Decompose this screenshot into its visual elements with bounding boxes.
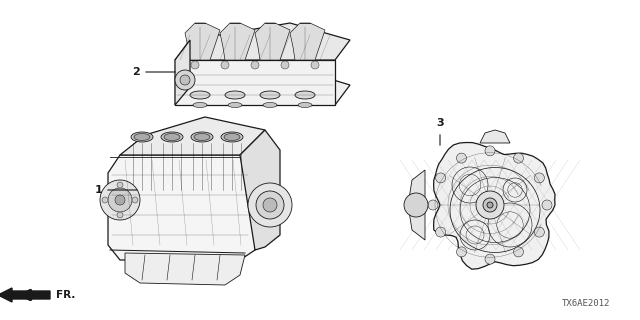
Circle shape <box>191 61 199 69</box>
Circle shape <box>251 61 259 69</box>
Circle shape <box>485 254 495 264</box>
Circle shape <box>175 70 195 90</box>
Circle shape <box>485 146 495 156</box>
Ellipse shape <box>228 102 242 108</box>
Circle shape <box>476 191 504 219</box>
Polygon shape <box>108 155 255 260</box>
Ellipse shape <box>295 91 315 99</box>
Circle shape <box>436 227 445 237</box>
Circle shape <box>115 195 125 205</box>
Polygon shape <box>290 23 325 60</box>
Circle shape <box>513 247 524 257</box>
Circle shape <box>542 200 552 210</box>
Ellipse shape <box>225 91 245 99</box>
Text: TX6AE2012: TX6AE2012 <box>562 299 610 308</box>
Polygon shape <box>255 23 290 60</box>
Circle shape <box>534 227 545 237</box>
Ellipse shape <box>190 91 210 99</box>
Circle shape <box>456 153 467 163</box>
Polygon shape <box>175 23 350 60</box>
Polygon shape <box>120 117 265 155</box>
Polygon shape <box>434 142 555 269</box>
Ellipse shape <box>263 102 277 108</box>
Polygon shape <box>185 23 220 60</box>
Ellipse shape <box>164 133 180 140</box>
Circle shape <box>132 197 138 203</box>
Circle shape <box>256 191 284 219</box>
Text: 1: 1 <box>94 185 102 195</box>
Ellipse shape <box>193 102 207 108</box>
Circle shape <box>117 212 123 218</box>
Ellipse shape <box>221 132 243 142</box>
Polygon shape <box>480 130 510 143</box>
Ellipse shape <box>298 102 312 108</box>
Polygon shape <box>175 67 350 105</box>
Circle shape <box>102 197 108 203</box>
Circle shape <box>281 61 289 69</box>
Circle shape <box>487 202 493 208</box>
Circle shape <box>428 200 438 210</box>
Polygon shape <box>408 170 425 240</box>
Text: 2: 2 <box>132 67 140 77</box>
Circle shape <box>534 173 545 183</box>
Circle shape <box>221 61 229 69</box>
Text: FR.: FR. <box>56 290 76 300</box>
Text: 3: 3 <box>436 118 444 128</box>
Circle shape <box>436 173 445 183</box>
Polygon shape <box>125 253 245 285</box>
Circle shape <box>263 198 277 212</box>
Ellipse shape <box>161 132 183 142</box>
Circle shape <box>513 153 524 163</box>
Ellipse shape <box>194 133 210 140</box>
Polygon shape <box>175 60 335 105</box>
Circle shape <box>311 61 319 69</box>
Circle shape <box>248 183 292 227</box>
Ellipse shape <box>131 132 153 142</box>
Ellipse shape <box>191 132 213 142</box>
Circle shape <box>456 247 467 257</box>
Circle shape <box>117 182 123 188</box>
Polygon shape <box>220 23 255 60</box>
Ellipse shape <box>224 133 240 140</box>
Ellipse shape <box>260 91 280 99</box>
Circle shape <box>180 75 190 85</box>
Polygon shape <box>240 130 280 250</box>
Circle shape <box>108 188 132 212</box>
Circle shape <box>100 180 140 220</box>
Ellipse shape <box>134 133 150 140</box>
Circle shape <box>483 198 497 212</box>
Polygon shape <box>175 40 190 105</box>
Circle shape <box>404 193 428 217</box>
FancyArrow shape <box>0 288 50 302</box>
